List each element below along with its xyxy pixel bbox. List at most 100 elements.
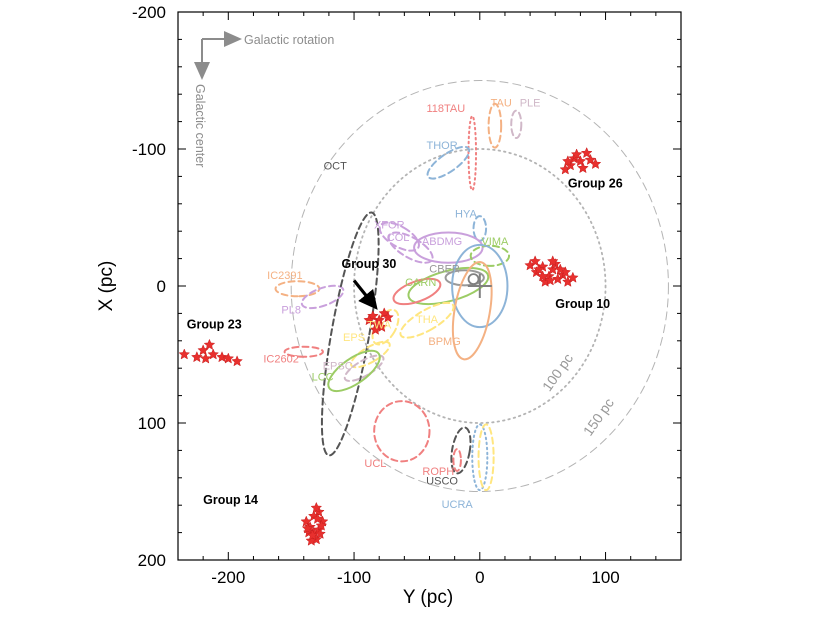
ticks-layer: -200 -100 0 100 -200 -100 0 100 200 bbox=[132, 3, 682, 587]
group-30-arrow bbox=[352, 279, 378, 310]
group-26-star bbox=[561, 155, 574, 167]
association-label-ple: PLE bbox=[520, 98, 541, 110]
association-label-cber: CBER bbox=[429, 263, 460, 275]
group-14-star bbox=[314, 527, 326, 539]
association-oct bbox=[320, 211, 380, 457]
association-yellow2 bbox=[477, 423, 495, 492]
association-label-abdmg: ABDMG bbox=[422, 236, 462, 248]
group-26-star bbox=[589, 157, 602, 170]
x-tick-label: 0 bbox=[475, 568, 484, 587]
group-23-star bbox=[216, 351, 228, 363]
association-label-epsc: EPSC bbox=[323, 361, 353, 373]
ring-100 bbox=[353, 148, 607, 424]
association-118tau bbox=[467, 115, 478, 192]
ring-label-100: 100 pc bbox=[539, 350, 576, 394]
sun-circle bbox=[467, 273, 480, 286]
group-10-star bbox=[546, 255, 559, 267]
x-tick-label: -100 bbox=[337, 568, 371, 587]
rotation-label: Galactic rotation bbox=[244, 33, 334, 47]
pointer-arrow-layer bbox=[352, 279, 378, 310]
association-ucra bbox=[471, 423, 489, 492]
group-23-star bbox=[178, 348, 191, 360]
group-30-label: Group 30 bbox=[341, 257, 396, 271]
y-tick-label: 200 bbox=[138, 551, 166, 570]
group-26-label: Group 26 bbox=[568, 176, 623, 190]
group-23-star bbox=[222, 352, 235, 364]
association-ic2602 bbox=[283, 345, 324, 358]
groups-layer: Group 26 Group 10 Group 30 Group 23 Group 14 bbox=[178, 146, 623, 546]
association-bpmg bbox=[451, 260, 493, 361]
rings-layer bbox=[290, 80, 669, 492]
association-lcc bbox=[327, 349, 381, 393]
association-vima2 bbox=[451, 243, 509, 329]
group-26-star bbox=[577, 162, 589, 174]
association-label-ucra: UCRA bbox=[442, 499, 474, 511]
x-tick-label: -200 bbox=[211, 568, 245, 587]
center-label: Galactic center bbox=[193, 84, 207, 167]
group-10-star bbox=[554, 263, 567, 275]
group-14-star bbox=[300, 515, 313, 527]
group-26-star bbox=[580, 146, 593, 159]
association-tau bbox=[487, 102, 503, 149]
group-23-star bbox=[191, 351, 203, 363]
association-carn bbox=[407, 266, 490, 306]
group-23-star bbox=[207, 348, 220, 360]
association-label-xfor: XFOR bbox=[374, 219, 405, 231]
association-label-lcc: LCC bbox=[312, 372, 334, 384]
group-23-star bbox=[199, 352, 212, 364]
association-label-tau: TAU bbox=[491, 98, 512, 110]
associations-layer bbox=[274, 102, 523, 492]
x-axis-title: Y (pc) bbox=[403, 587, 453, 608]
association-roph bbox=[452, 448, 462, 472]
association-label-col: COL bbox=[387, 232, 410, 244]
association-label-ic2602: IC2602 bbox=[263, 354, 298, 366]
group-30-star bbox=[363, 314, 375, 326]
x-tick-label: 100 bbox=[591, 568, 619, 587]
association-vima bbox=[469, 244, 511, 267]
association-label-tha: THA bbox=[416, 314, 439, 326]
association-cber bbox=[444, 269, 485, 287]
y-tick-label: 100 bbox=[138, 414, 166, 433]
group-14-star bbox=[310, 501, 323, 513]
group-14-star bbox=[311, 512, 324, 524]
group-10-star bbox=[544, 274, 557, 286]
y-tick-label: -200 bbox=[132, 3, 166, 22]
ring-150 bbox=[290, 80, 669, 492]
association-label-hya: HYA bbox=[455, 209, 477, 221]
association-ucl bbox=[373, 400, 431, 463]
association-label-ucl: UCL bbox=[364, 458, 386, 470]
group-14-label: Group 14 bbox=[203, 493, 258, 507]
ring-label-150: 150 pc bbox=[580, 395, 617, 439]
association-col bbox=[387, 231, 434, 264]
y-axis-title: X (pc) bbox=[96, 261, 117, 312]
group-14-star bbox=[301, 522, 314, 534]
group-10-star bbox=[533, 263, 545, 275]
group-10-label: Group 10 bbox=[555, 297, 610, 311]
association-usco bbox=[450, 426, 472, 475]
association-label-carn: CARN bbox=[405, 277, 436, 289]
association-label-roph: ROPH bbox=[422, 466, 454, 478]
association-label-thor: THOR bbox=[426, 140, 457, 152]
group-30-star bbox=[382, 311, 394, 323]
group-23-label: Group 23 bbox=[187, 317, 242, 331]
association-label-oct: OCT bbox=[324, 161, 348, 173]
association-tha bbox=[399, 301, 455, 339]
group-10-star bbox=[566, 271, 579, 283]
sun-marker bbox=[467, 273, 492, 298]
association-label-118tau: 118TAU bbox=[426, 103, 465, 115]
association-ic2391 bbox=[274, 280, 321, 298]
association-pl8 bbox=[300, 284, 345, 310]
association-abdmg bbox=[413, 231, 484, 264]
association-eps bbox=[350, 340, 391, 369]
association-rosb bbox=[392, 277, 442, 306]
legend-arrows: Galactic rotation Galactic center bbox=[193, 31, 334, 167]
association-ple bbox=[510, 109, 523, 140]
group-26-star bbox=[570, 148, 583, 160]
association-label-pl8: PL8 bbox=[281, 304, 301, 316]
group-30-star bbox=[369, 323, 382, 335]
group-23-star bbox=[231, 355, 243, 367]
association-label-usco: USCO bbox=[426, 476, 458, 488]
group-14-star bbox=[315, 519, 328, 531]
association-label-eps: EPS bbox=[343, 332, 365, 344]
